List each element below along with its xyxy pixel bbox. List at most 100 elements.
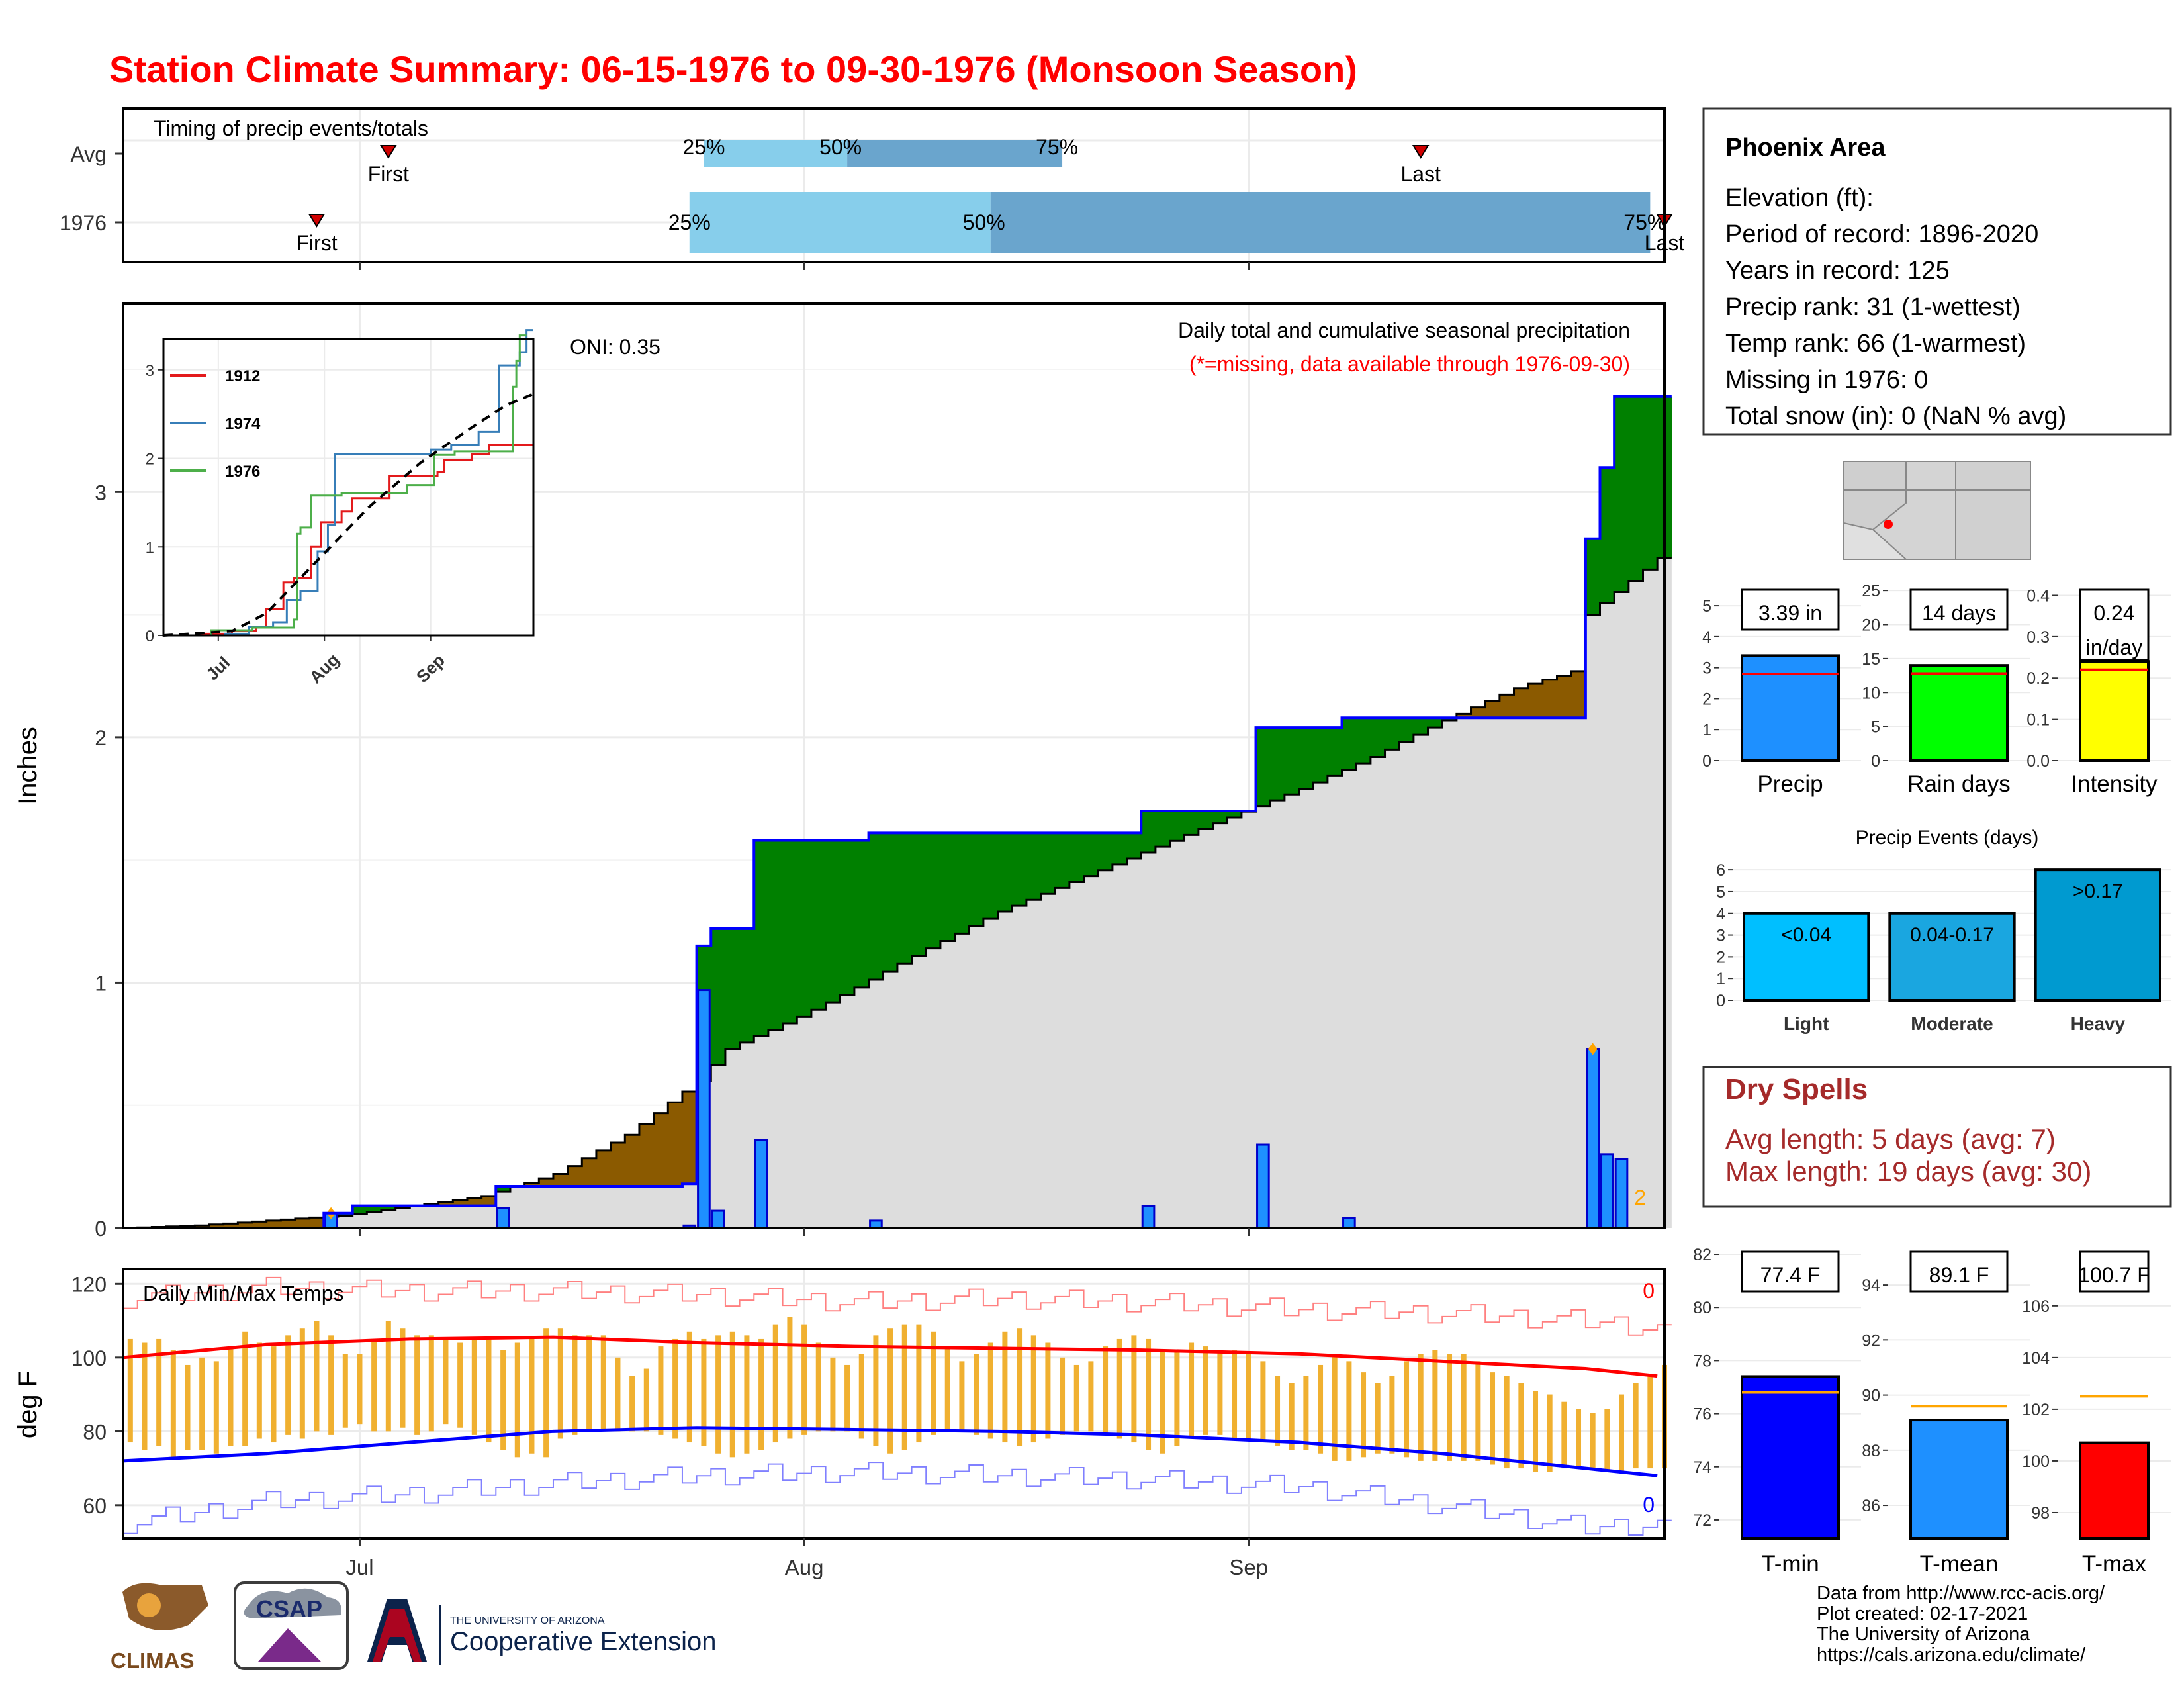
credit-line: https://cals.arizona.edu/climate/ bbox=[1817, 1644, 2086, 1665]
inset-bg bbox=[163, 339, 533, 635]
daily-temp-bar bbox=[1160, 1350, 1165, 1454]
inset-legend-label: 1976 bbox=[225, 463, 260, 481]
daily-temp-bar bbox=[1332, 1354, 1338, 1461]
station-info-box bbox=[1702, 107, 2172, 436]
rain-days-y-tick-label: 15 bbox=[1862, 650, 1880, 669]
daily-temp-bar bbox=[443, 1338, 449, 1425]
above-avg-fill bbox=[782, 840, 797, 1023]
precip-total-y-tick-label: 2 bbox=[1702, 690, 1711, 708]
daily-temp-bar bbox=[959, 1361, 965, 1432]
daily-temp-bar bbox=[342, 1354, 348, 1428]
above-avg-fill bbox=[1184, 811, 1199, 835]
daily-temp-bar bbox=[1260, 1361, 1266, 1443]
above-avg-fill bbox=[1083, 833, 1099, 876]
inset-y-tick-label: 0 bbox=[146, 628, 154, 645]
below-avg-fill bbox=[1528, 684, 1543, 718]
x-tick-label: Sep bbox=[1229, 1555, 1268, 1579]
daily-temp-bar bbox=[1088, 1361, 1094, 1432]
y-tick-label: 1 bbox=[95, 971, 107, 995]
t-min-category-label: T-min bbox=[1761, 1551, 1819, 1577]
intensity-value-label: 0.24 bbox=[2093, 601, 2134, 625]
oni-label: ONI: 0.35 bbox=[570, 335, 660, 359]
above-avg-fill bbox=[496, 1186, 511, 1192]
above-avg-fill bbox=[1298, 727, 1314, 789]
precip-event-category-label: Heavy bbox=[2071, 1013, 2126, 1034]
precip-total-y-tick-label: 0 bbox=[1702, 752, 1711, 771]
x-tick-label: Jul bbox=[345, 1555, 373, 1579]
daily-temp-bar bbox=[371, 1338, 377, 1432]
daily-temp-bar bbox=[801, 1324, 807, 1435]
daily-temp-bar bbox=[1447, 1354, 1453, 1461]
quartile-label: 75% bbox=[1036, 135, 1078, 159]
y-tick-label: 3 bbox=[95, 481, 107, 504]
dry-spells-avg: Avg length: 5 days (avg: 7) bbox=[1725, 1123, 2056, 1154]
quartile-label: 50% bbox=[819, 135, 862, 159]
daily-temp-bar bbox=[1547, 1394, 1553, 1472]
above-avg-fill bbox=[1643, 396, 1658, 570]
above-avg-fill bbox=[367, 1205, 382, 1212]
below-avg-fill bbox=[438, 1201, 453, 1206]
precip-events-y-tick-label: 2 bbox=[1716, 948, 1725, 966]
daily-temp-bar bbox=[787, 1317, 793, 1439]
page-title: Station Climate Summary: 06-15-1976 to 0… bbox=[109, 48, 1357, 90]
rain-days-category-label: Rain days bbox=[1907, 771, 2011, 797]
precip-events-y-tick-label: 3 bbox=[1716, 927, 1725, 945]
inset-border bbox=[162, 338, 535, 637]
precip-total-y-tick-label: 1 bbox=[1702, 721, 1711, 739]
below-avg-fill bbox=[208, 1224, 224, 1228]
above-avg-fill bbox=[969, 833, 984, 927]
t-min-y-tick-label: 78 bbox=[1693, 1352, 1711, 1370]
quartile-label: 25% bbox=[682, 135, 725, 159]
station-info-line: Precip rank: 31 (1-wettest) bbox=[1725, 293, 2021, 321]
daily-temp-bar bbox=[1619, 1394, 1625, 1472]
timing-panel-label: Timing of precip events/totals bbox=[154, 117, 428, 140]
quartile-bar-25-50 bbox=[689, 192, 991, 253]
daily-temp-bar bbox=[1103, 1346, 1109, 1435]
daily-temp-bar bbox=[500, 1350, 506, 1450]
station-info-line: Missing in 1976: 0 bbox=[1725, 366, 1928, 394]
daily-temp-bar bbox=[1217, 1350, 1223, 1435]
below-avg-fill bbox=[295, 1218, 310, 1228]
below-avg-fill bbox=[539, 1178, 554, 1187]
above-avg-fill bbox=[954, 833, 970, 934]
below-avg-fill bbox=[481, 1196, 496, 1206]
above-avg-fill bbox=[854, 840, 870, 988]
t-mean-bar bbox=[1909, 1419, 2009, 1540]
daily-temp-bar bbox=[142, 1342, 148, 1450]
cumulative-1976-line bbox=[123, 395, 1672, 1229]
daily-temp-bar bbox=[701, 1338, 707, 1446]
daily-temp-bar bbox=[901, 1324, 907, 1450]
inset-series-1912 bbox=[163, 444, 533, 637]
below-avg-fill bbox=[1557, 675, 1572, 718]
precip-total-value-label: 3.39 in bbox=[1758, 601, 1822, 625]
precip-events-y-tick-label: 0 bbox=[1716, 992, 1725, 1010]
daily-temp-bar bbox=[1361, 1372, 1367, 1458]
daily-temp-bar bbox=[987, 1342, 993, 1439]
daily-temp-bar bbox=[1375, 1383, 1381, 1454]
intensity-value-box bbox=[2079, 588, 2150, 661]
above-avg-fill bbox=[983, 833, 999, 919]
daily-temp-bar bbox=[256, 1342, 262, 1439]
x-tick-label: Aug bbox=[785, 1555, 824, 1579]
timing-panel-border bbox=[122, 107, 1666, 263]
t-mean-y-tick-label: 86 bbox=[1862, 1497, 1880, 1515]
below-avg-fill bbox=[467, 1197, 482, 1206]
daily-temp-bar bbox=[1030, 1335, 1036, 1443]
daily-temp-bar bbox=[1561, 1401, 1567, 1469]
below-avg-fill bbox=[567, 1166, 582, 1187]
daily-temp-bar bbox=[1017, 1328, 1023, 1446]
above-avg-fill bbox=[1585, 538, 1601, 615]
precip-total-y-tick-label: 5 bbox=[1702, 597, 1711, 616]
rain-days-value-box bbox=[1909, 588, 2009, 631]
daily-temp-bar bbox=[715, 1335, 721, 1454]
temp-panel-label: Daily Min/Max Temps bbox=[143, 1282, 343, 1305]
precip-total-category-label: Precip bbox=[1757, 771, 1823, 797]
csap-logo-text: CSAP bbox=[256, 1595, 322, 1622]
daily-precip-bar bbox=[711, 1209, 725, 1229]
above-avg-fill bbox=[1342, 718, 1357, 770]
above-avg-fill bbox=[1356, 718, 1371, 764]
above-avg-fill bbox=[1255, 727, 1271, 806]
daily-temp-bar bbox=[1189, 1342, 1195, 1439]
daily-temp-bar bbox=[543, 1328, 549, 1458]
y-tick-label: 0 bbox=[95, 1217, 107, 1241]
